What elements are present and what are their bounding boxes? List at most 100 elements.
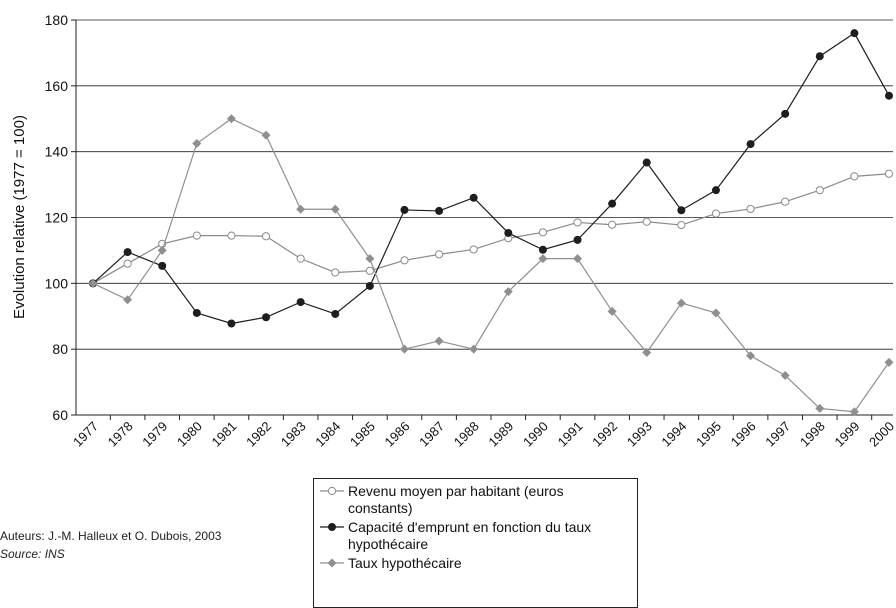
point: [849, 407, 859, 417]
point: [573, 218, 582, 227]
legend-label: Taux hypothécaire: [348, 555, 462, 571]
point: [469, 193, 478, 202]
point: [158, 261, 167, 270]
point: [227, 231, 236, 240]
x-tick-label: 1977: [70, 419, 101, 450]
point: [296, 298, 305, 307]
point: [503, 287, 513, 297]
point: [123, 248, 132, 257]
legend-marker: [327, 486, 337, 496]
x-tick-label: 2000: [866, 419, 896, 450]
point: [608, 220, 617, 229]
point: [469, 344, 479, 354]
point: [677, 206, 686, 215]
y-tick-label: 60: [52, 407, 68, 423]
point: [746, 351, 756, 361]
x-tick-label: 1996: [728, 419, 759, 450]
point: [296, 204, 306, 214]
point: [123, 295, 133, 305]
point: [331, 268, 340, 277]
x-tick-label: 1994: [658, 419, 689, 450]
x-tick-label: 1988: [451, 419, 482, 450]
legend-swatch: [320, 558, 344, 568]
point: [676, 298, 686, 308]
point: [399, 344, 409, 354]
legend-marker: [327, 558, 337, 568]
point: [435, 206, 444, 215]
series-line: [92, 173, 890, 284]
y-tick-label: 120: [45, 210, 69, 226]
x-tick-label: 1982: [243, 419, 274, 450]
point: [331, 309, 340, 318]
point: [123, 259, 132, 268]
legend-item: Taux hypothécaire: [320, 555, 631, 572]
x-tick-label: 1993: [624, 419, 655, 450]
x-tick-label: 1978: [105, 419, 136, 450]
x-tick-label: 1991: [555, 419, 586, 450]
point: [434, 250, 444, 259]
x-tick-label: 1981: [208, 419, 239, 450]
legend-swatch: [320, 486, 344, 496]
y-axis-label: Evolution relative (1977 = 100): [11, 115, 28, 319]
x-tick-label: 1983: [278, 419, 309, 450]
point: [815, 186, 824, 195]
x-tick-label: 1999: [831, 419, 862, 450]
point: [262, 313, 271, 322]
x-tick-label: 1986: [382, 419, 413, 450]
point: [711, 186, 720, 195]
point: [261, 232, 271, 241]
point: [538, 254, 548, 264]
legend-item: Revenu moyen par habitant (euros constan…: [320, 483, 631, 517]
point: [400, 205, 409, 214]
y-tick-label: 100: [45, 275, 69, 291]
source: Source: INS: [0, 547, 65, 561]
x-tick-label: 1980: [174, 419, 205, 450]
point: [781, 109, 790, 118]
y-tick-label: 140: [45, 144, 69, 160]
series-line: [92, 32, 890, 325]
x-tick-label: 1990: [520, 419, 551, 450]
chart: Evolution relative (1977 = 100) 60 80 100 1…: [11, 12, 896, 450]
point: [815, 403, 825, 413]
point: [677, 220, 686, 230]
point: [192, 308, 201, 317]
x-tick-label: 1995: [693, 419, 724, 450]
legend-swatch: [320, 523, 344, 531]
legend-marker: [328, 523, 336, 531]
point: [573, 254, 583, 264]
x-tick-label: 1997: [762, 419, 793, 450]
point: [746, 140, 755, 149]
x-tick-label: 1985: [347, 419, 378, 450]
point: [88, 278, 98, 288]
point: [504, 228, 513, 237]
page: {"chart_data": {"type": "line", "y_label…: [0, 12, 896, 608]
point: [781, 197, 790, 206]
point: [711, 308, 721, 318]
point: [850, 29, 859, 38]
legend-item: Capacité d'emprunt en fonction du taux h…: [320, 519, 631, 553]
point: [573, 235, 582, 244]
x-tick-label: 1989: [485, 419, 516, 450]
point: [884, 357, 894, 367]
y-tick-label: 180: [45, 12, 69, 28]
credits: Auteurs: J.-M. Halleux et O. Dubois, 200…: [0, 527, 221, 563]
point: [780, 371, 790, 380]
point: [608, 199, 617, 208]
point: [296, 254, 305, 263]
point: [538, 228, 548, 237]
x-tick-label: 1984: [312, 419, 343, 450]
point: [850, 172, 859, 181]
point: [400, 256, 409, 265]
legend-label: Revenu moyen par habitant (euros constan…: [348, 483, 564, 516]
point: [746, 204, 755, 214]
legend-label: Capacité d'emprunt en fonction du taux h…: [348, 519, 592, 552]
point: [226, 114, 236, 124]
point: [192, 138, 202, 148]
x-tick-label: 1998: [797, 419, 828, 450]
y-tick-label: 160: [45, 78, 69, 94]
point: [711, 209, 721, 218]
series-line: [92, 118, 890, 413]
x-tick-label: 1992: [589, 419, 620, 450]
point: [642, 158, 651, 167]
point: [815, 52, 824, 61]
